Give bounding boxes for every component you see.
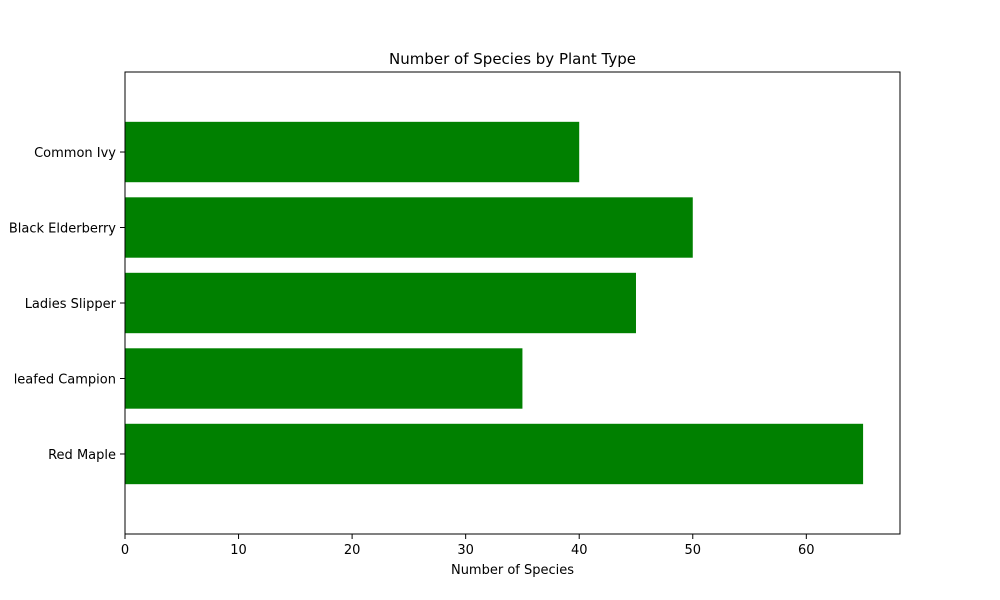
x-tick-label: 50 [684,543,701,558]
y-tick-label: leafed Campion [14,372,116,387]
x-axis: 0 10 20 30 40 50 60 [121,534,815,558]
x-tick-label: 20 [344,543,361,558]
y-axis: Red Maple leafed Campion Ladies Slipper Bla… [9,146,125,463]
bar [125,121,580,183]
x-tick-label: 30 [457,543,474,558]
x-tick-label: 60 [798,543,815,558]
y-tick-label: Ladies Slipper [25,297,117,312]
x-tick-label: 0 [121,543,129,558]
bars-layer [125,121,864,485]
y-tick-label: Red Maple [48,448,116,463]
bar [125,423,864,485]
y-tick-label: Common Ivy [34,146,116,161]
x-tick-label: 10 [230,543,247,558]
chart-title: Number of Species by Plant Type [389,50,636,68]
bar [125,197,693,258]
x-tick-label: 40 [571,543,588,558]
bar [125,272,636,334]
x-axis-label: Number of Species [451,563,574,578]
y-tick-label: Black Elderberry [9,222,116,237]
bar [125,348,523,409]
